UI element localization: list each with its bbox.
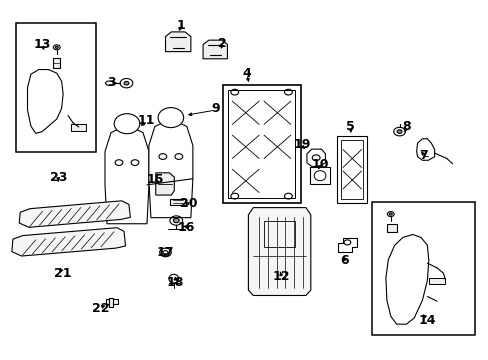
Polygon shape	[416, 139, 434, 160]
Text: 13: 13	[33, 38, 51, 51]
Polygon shape	[105, 126, 149, 224]
Bar	[310, 167, 329, 184]
Polygon shape	[165, 32, 190, 51]
Ellipse shape	[396, 130, 401, 134]
Bar	[228, 90, 294, 198]
Text: 21: 21	[54, 267, 72, 280]
Text: 23: 23	[49, 171, 67, 184]
Polygon shape	[148, 120, 192, 218]
Bar	[16, 23, 96, 152]
Text: 9: 9	[210, 103, 219, 116]
Polygon shape	[428, 278, 445, 284]
Text: 19: 19	[293, 138, 310, 151]
Bar	[371, 202, 474, 335]
Ellipse shape	[55, 46, 58, 48]
Text: 8: 8	[401, 121, 410, 134]
Bar	[340, 140, 363, 199]
Ellipse shape	[388, 213, 391, 215]
Bar	[109, 298, 113, 307]
Ellipse shape	[158, 108, 183, 127]
Ellipse shape	[173, 219, 179, 223]
Text: 18: 18	[166, 276, 183, 289]
Polygon shape	[19, 201, 130, 227]
Text: 12: 12	[272, 270, 289, 283]
Text: 4: 4	[242, 67, 251, 80]
Polygon shape	[27, 69, 63, 134]
Bar	[53, 58, 60, 68]
Polygon shape	[12, 228, 125, 256]
Bar	[336, 136, 366, 203]
Text: 7: 7	[419, 149, 427, 162]
Ellipse shape	[114, 114, 140, 134]
Polygon shape	[156, 173, 174, 195]
Polygon shape	[385, 234, 428, 324]
Bar	[105, 300, 118, 304]
Ellipse shape	[163, 251, 167, 254]
Polygon shape	[337, 238, 356, 252]
Text: 3: 3	[107, 76, 116, 89]
Polygon shape	[71, 125, 86, 131]
Bar	[264, 221, 295, 247]
Polygon shape	[306, 149, 325, 166]
Ellipse shape	[124, 81, 129, 85]
Bar	[386, 224, 396, 232]
Text: 16: 16	[177, 221, 194, 234]
Text: 15: 15	[147, 173, 164, 186]
Text: 1: 1	[176, 19, 185, 32]
Polygon shape	[203, 40, 227, 59]
Text: 11: 11	[137, 114, 154, 127]
Bar	[170, 199, 185, 205]
Text: 22: 22	[92, 302, 109, 315]
Polygon shape	[248, 208, 310, 296]
Text: 2: 2	[218, 37, 226, 50]
Text: 20: 20	[179, 197, 197, 210]
Text: 10: 10	[311, 158, 328, 171]
Text: 5: 5	[346, 121, 354, 134]
Text: 17: 17	[157, 246, 174, 259]
Bar	[222, 85, 300, 203]
Text: 14: 14	[418, 314, 435, 327]
Text: 6: 6	[340, 254, 348, 267]
